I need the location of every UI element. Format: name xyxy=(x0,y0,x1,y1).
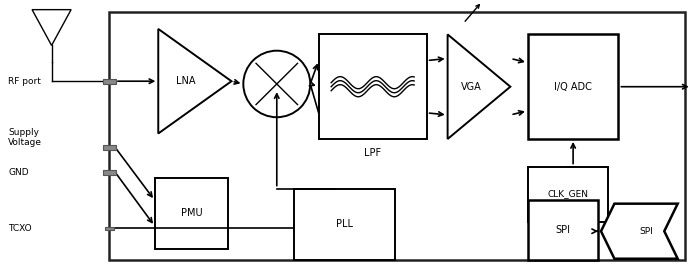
Text: VGA: VGA xyxy=(461,82,482,92)
Bar xyxy=(528,34,618,139)
Polygon shape xyxy=(447,34,510,139)
Text: LNA: LNA xyxy=(176,76,196,86)
Bar xyxy=(155,178,228,249)
Text: PLL: PLL xyxy=(336,219,354,229)
Bar xyxy=(109,13,685,260)
Text: LPF: LPF xyxy=(364,148,382,158)
Bar xyxy=(294,188,396,260)
Text: TCXO: TCXO xyxy=(8,224,32,233)
Polygon shape xyxy=(158,29,232,133)
Text: I/Q ADC: I/Q ADC xyxy=(554,82,592,92)
Bar xyxy=(528,167,608,222)
Text: SPI: SPI xyxy=(555,225,570,235)
Bar xyxy=(528,200,598,260)
Text: Supply
Voltage: Supply Voltage xyxy=(8,128,43,147)
Polygon shape xyxy=(601,204,678,259)
Text: CLK_GEN: CLK_GEN xyxy=(547,190,589,198)
Bar xyxy=(103,79,116,84)
Text: RF port: RF port xyxy=(8,77,41,86)
Text: SPI: SPI xyxy=(639,227,653,236)
Bar xyxy=(318,34,427,139)
Text: GND: GND xyxy=(8,168,29,177)
Text: PMU: PMU xyxy=(181,208,202,218)
Bar xyxy=(104,227,114,230)
Bar xyxy=(103,145,116,150)
Polygon shape xyxy=(32,10,71,45)
Ellipse shape xyxy=(244,51,310,117)
Bar xyxy=(103,170,116,175)
